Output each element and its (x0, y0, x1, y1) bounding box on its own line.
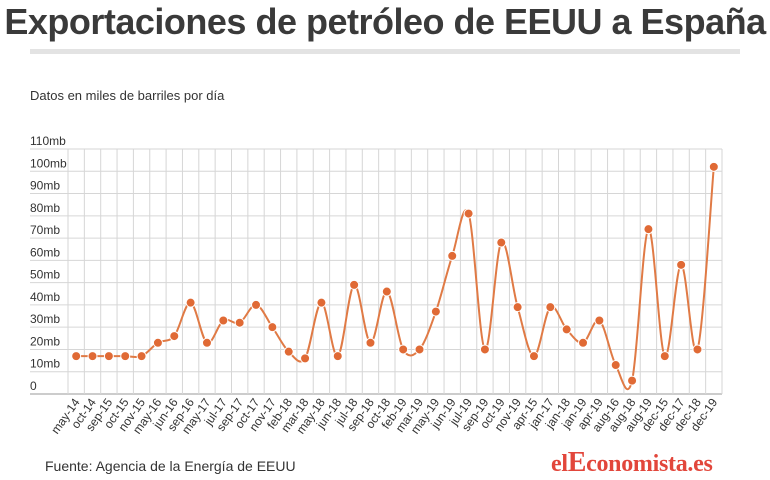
data-point (152, 337, 163, 348)
data-point (169, 331, 180, 342)
y-tick-label: 70mb (30, 223, 60, 237)
data-point (218, 315, 229, 326)
y-tick-label: 110mb (30, 134, 66, 148)
data-point (365, 337, 376, 348)
data-point (398, 344, 409, 355)
data-point (578, 337, 589, 348)
y-tick-label: 80mb (30, 201, 60, 215)
data-point (185, 297, 196, 308)
data-point (120, 351, 131, 362)
y-tick-label: 10mb (30, 357, 60, 371)
data-point (545, 302, 556, 313)
data-point (627, 375, 638, 386)
data-point (528, 351, 539, 362)
data-point (430, 306, 441, 317)
data-point (201, 337, 212, 348)
data-point (447, 250, 458, 261)
x-axis-ticks: may-14oct-14sep-15oct-15nov-15may-16jun-… (48, 395, 720, 436)
y-axis-ticks: 0 10mb 20mb 30mb 40mb 50mb 60mb 70mb 80mb 90mb 100… (30, 134, 67, 393)
data-point (643, 224, 654, 235)
data-point (512, 302, 523, 313)
data-point (349, 279, 360, 290)
data-point (234, 317, 245, 328)
data-point (283, 346, 294, 357)
data-point (316, 297, 327, 308)
source-note: Fuente: Agencia de la Energía de EEUU (45, 458, 296, 474)
data-point (381, 286, 392, 297)
logo-part-rest: conomista.es (586, 451, 713, 477)
chart-title: Exportaciones de petróleo de EEUU a Espa… (4, 1, 766, 42)
data-point (136, 351, 147, 362)
y-tick-label: 30mb (30, 312, 60, 326)
data-point (87, 351, 98, 362)
y-tick-label: 90mb (30, 179, 60, 193)
data-point (659, 351, 670, 362)
y-tick-label: 60mb (30, 245, 60, 259)
data-point (708, 161, 719, 172)
y-tick-label: 100mb (30, 156, 67, 170)
data-point (676, 259, 687, 270)
data-point (479, 344, 490, 355)
data-point (610, 360, 621, 371)
data-point (561, 324, 572, 335)
data-point (267, 322, 278, 333)
y-tick-label: 0 (30, 379, 37, 393)
data-point (414, 344, 425, 355)
data-point (332, 351, 343, 362)
y-tick-label: 40mb (30, 290, 60, 304)
data-point (103, 351, 114, 362)
data-point (594, 315, 605, 326)
data-point (300, 353, 311, 364)
logo-part-e: E (567, 447, 587, 478)
data-point (692, 344, 703, 355)
title-divider (30, 49, 740, 54)
y-tick-label: 20mb (30, 334, 60, 348)
logo-part-el: el (551, 451, 568, 477)
data-point (496, 237, 507, 248)
data-points (71, 161, 719, 386)
data-point (251, 299, 262, 310)
data-point (71, 351, 82, 362)
publisher-logo: elEconomista.es (551, 449, 713, 478)
grid-layer (30, 148, 723, 395)
data-point (463, 208, 474, 219)
chart-subtitle: Datos en miles de barriles por día (30, 88, 225, 103)
y-tick-label: 50mb (30, 268, 60, 282)
